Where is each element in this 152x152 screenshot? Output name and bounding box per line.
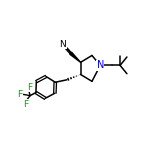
Text: F: F — [18, 90, 23, 99]
Text: F: F — [23, 100, 28, 109]
Text: N: N — [59, 40, 66, 49]
Polygon shape — [70, 52, 81, 62]
Text: F: F — [27, 83, 32, 92]
Text: N: N — [97, 60, 104, 70]
